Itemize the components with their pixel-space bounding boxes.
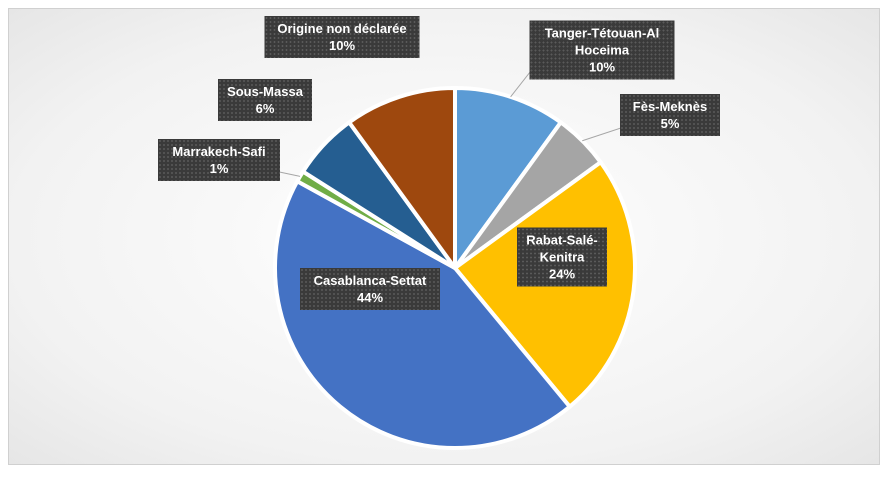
data-label: Fès-Meknès 5%	[620, 94, 720, 136]
data-label: Sous-Massa 6%	[218, 79, 312, 121]
label-value: 10%	[328, 38, 356, 53]
data-label: Marrakech-Safi 1%	[158, 139, 280, 181]
label-name: Sous-Massa	[227, 84, 303, 99]
label-name: Tanger-Tétouan-Al Hoceima	[544, 25, 660, 58]
label-name: Fès-Meknès	[632, 99, 708, 114]
data-label: Casablanca-Settat 44%	[300, 268, 440, 310]
label-value: 6%	[255, 101, 275, 116]
pie-slice	[347, 86, 457, 270]
label-value: 10%	[588, 59, 616, 75]
label-name: Marrakech-Safi	[172, 144, 266, 159]
label-value: 44%	[356, 290, 384, 305]
label-value: 24%	[548, 266, 576, 282]
label-name: Rabat-Salé-Kenitra	[526, 232, 598, 265]
data-label: Rabat-Salé-Kenitra 24%	[517, 227, 607, 287]
data-label: Origine non déclarée 10%	[264, 16, 420, 58]
pie-slice	[453, 86, 563, 270]
label-value: 1%	[209, 161, 229, 176]
label-value: 5%	[660, 116, 680, 131]
data-label: Tanger-Tétouan-Al Hoceima 10%	[529, 20, 675, 80]
label-name: Origine non déclarée	[277, 21, 407, 36]
label-name: Casablanca-Settat	[313, 273, 427, 288]
pie-slice	[273, 179, 572, 450]
